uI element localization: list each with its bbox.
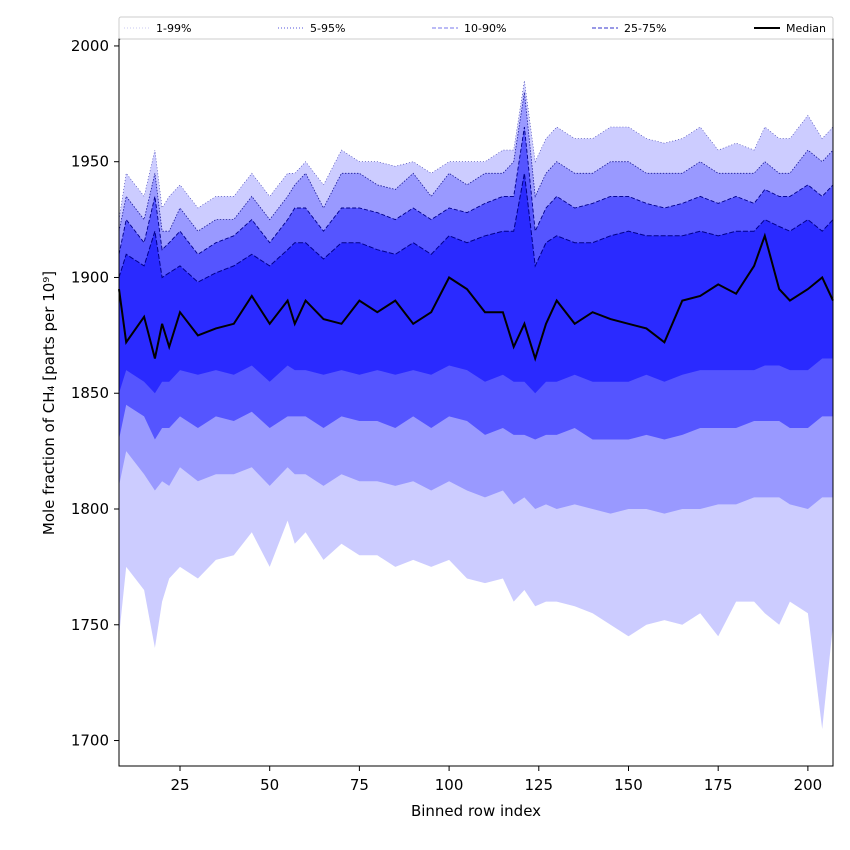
edge-1-99-upper [118, 80, 834, 220]
x-tick-label: 175 [704, 776, 733, 794]
y-axis-label: Mole fraction of CH₄ [parts per 10⁹] [40, 271, 58, 535]
y-tick-label: 1750 [71, 616, 109, 634]
y-tick-label: 1850 [71, 384, 109, 402]
band-25-75 [119, 173, 833, 394]
x-axis-label: Binned row index [411, 802, 541, 820]
band-layer [119, 80, 833, 729]
edge-25-75-upper [118, 173, 834, 283]
x-tick-label: 75 [350, 776, 369, 794]
x-tick-label: 100 [435, 776, 464, 794]
y-tick-label: 2000 [71, 37, 109, 55]
x-tick-label: 50 [260, 776, 279, 794]
legend-label: 5-95% [310, 22, 345, 35]
line-layer [118, 80, 834, 362]
legend-label: 25-75% [624, 22, 666, 35]
x-axis: 25 50 75 100 125 150 175 200 [170, 766, 822, 794]
y-tick-label: 1950 [71, 153, 109, 171]
y-tick-label: 1800 [71, 500, 109, 518]
y-axis: 1700 1750 1800 1850 1900 1950 2000 [71, 37, 119, 750]
edge-5-95-upper [118, 92, 834, 232]
legend-label: 1-99% [156, 22, 191, 35]
legend-box [118, 16, 834, 40]
y-tick-label: 1900 [71, 268, 109, 286]
median-line [118, 232, 834, 362]
x-tick-label: 150 [614, 776, 643, 794]
y-tick-label: 1700 [71, 732, 109, 750]
legend: 1-99% 5-95% 10-90% 25-75% Median [118, 16, 834, 40]
x-tick-label: 125 [524, 776, 553, 794]
x-tick-label: 25 [170, 776, 189, 794]
legend-label: Median [786, 22, 826, 35]
legend-label: 10-90% [464, 22, 506, 35]
x-tick-label: 200 [794, 776, 823, 794]
